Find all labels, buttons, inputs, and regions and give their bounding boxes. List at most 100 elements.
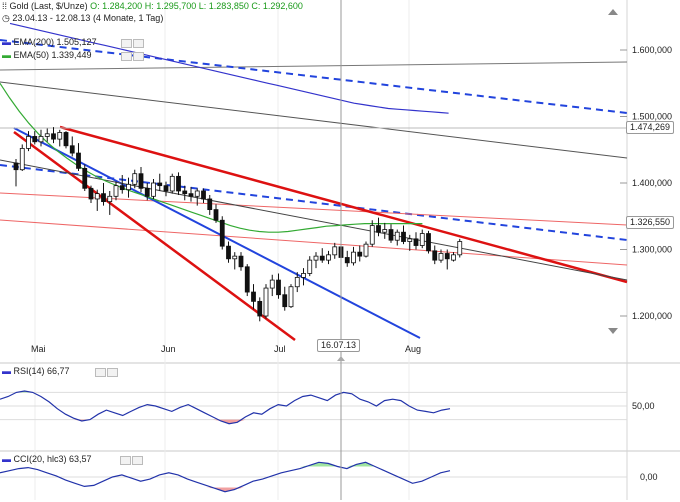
candle-body [82, 167, 88, 189]
candle-body [88, 187, 94, 200]
scroll-down-icon[interactable] [608, 328, 618, 334]
candle-body [144, 187, 150, 197]
cci-swatch-icon: ▬ [2, 454, 11, 464]
cci-settings-icon[interactable] [120, 456, 131, 465]
cci-line [0, 461, 451, 493]
candle-body [251, 291, 256, 302]
candle-body [44, 133, 50, 137]
candle-body [351, 251, 356, 264]
ohlc-low-key: L: [198, 1, 207, 11]
candle-body [419, 233, 425, 246]
upper-line-tag: 1.474,269 [626, 121, 675, 134]
instrument-title: Gold (Last, $/Unze) [9, 1, 88, 11]
price-tick-label: 1.200,000 [632, 311, 672, 321]
candle-body [438, 253, 444, 261]
candle-body [369, 225, 375, 245]
candle-body [344, 257, 350, 264]
candle-body [26, 136, 31, 149]
candle-body [182, 190, 188, 195]
candle-body [107, 195, 113, 203]
candle-body [63, 132, 69, 147]
rsi-legend[interactable]: ▬ RSI(14) 66,77 [2, 366, 70, 377]
rsi-swatch-icon: ▬ [2, 366, 11, 376]
ema50-swatch-icon: ▬ [2, 50, 11, 60]
crosshair-date-tag: 16.07.13 [317, 339, 361, 352]
candle-body [388, 229, 394, 241]
candle-body [269, 279, 275, 289]
cci-overbought-fill [0, 462, 450, 467]
rsi-line [0, 390, 451, 425]
candle-body [57, 132, 63, 140]
ema200-label: EMA(200) 1.505,127 [13, 37, 97, 47]
candle-body [94, 193, 100, 200]
rsi-panel [0, 364, 627, 450]
candle-body [407, 238, 413, 242]
header-line-2: ◷ 23.04.13 - 12.08.13 (4 Monate, 1 Tag) [2, 13, 163, 24]
candle-body [313, 255, 319, 261]
candle-body [69, 145, 75, 154]
candle-body [257, 300, 263, 317]
dashed-channel-line [0, 164, 628, 241]
candle-body [176, 175, 181, 192]
blue-trend-line [13, 127, 421, 339]
legend-ema50[interactable]: ▬ EMA(50) 1.339,449 [2, 50, 92, 61]
clock-icon: ◷ [2, 13, 10, 23]
candle-body [38, 136, 44, 143]
candle-body [126, 183, 131, 191]
ema200-line [9, 22, 449, 114]
candle-body [394, 231, 400, 241]
rsi-scale-label: 50,00 [632, 401, 655, 411]
candle-body [432, 250, 438, 261]
ohlc-close-value: 1.292,600 [262, 1, 303, 11]
candle-body [451, 254, 456, 261]
cci-legend[interactable]: ▬ CCI(20, hlc3) 63,57 [2, 454, 92, 465]
candle-body [363, 243, 369, 257]
candle-body [51, 133, 56, 140]
candle-body [307, 259, 313, 274]
cci-close-icon[interactable] [132, 456, 143, 465]
ema50-close-icon[interactable] [133, 52, 144, 61]
date-range: 23.04.13 - 12.08.13 (4 Monate, 1 Tag) [12, 13, 164, 23]
ema50-settings-icon[interactable] [121, 52, 132, 61]
horizontal-resistance-line [0, 219, 628, 266]
candle-body [294, 277, 300, 288]
candle-body [232, 255, 238, 260]
price-tick-label: 1.600,000 [632, 45, 672, 55]
rsi-close-icon[interactable] [107, 368, 118, 377]
candle-body [276, 279, 281, 296]
red-trend-line [13, 130, 296, 342]
x-tick-label: Aug [405, 344, 421, 354]
candle-body [401, 231, 406, 242]
ohlc-close-key: C: [251, 1, 261, 11]
rsi-settings-icon[interactable] [95, 368, 106, 377]
candle-body [226, 245, 231, 260]
ohlc-open-value: 1.284,200 [102, 1, 143, 11]
candle-body [101, 193, 106, 203]
ema200-swatch-icon: ▬ [2, 37, 11, 47]
candle-body [207, 198, 213, 211]
crosshair-pointer-icon [337, 356, 345, 361]
legend-ema200[interactable]: ▬ EMA(200) 1.505,127 [2, 37, 97, 48]
scroll-up-icon[interactable] [608, 9, 618, 15]
candle-body [332, 246, 338, 256]
candle-body [426, 233, 431, 252]
candle-body [157, 182, 163, 187]
candle-body [151, 182, 156, 197]
candle-body [132, 173, 138, 185]
ema50-label: EMA(50) 1.339,449 [13, 50, 92, 60]
candle-body [76, 152, 81, 169]
rsi-label: RSI(14) 66,77 [13, 366, 70, 376]
candle-body [32, 136, 38, 143]
candle-body [219, 219, 225, 247]
price-tick-label: 1.300,000 [632, 245, 672, 255]
ema200-close-icon[interactable] [133, 39, 144, 48]
cci-label: CCI(20, hlc3) 63,57 [13, 454, 92, 464]
ema200-settings-icon[interactable] [121, 39, 132, 48]
candle-body [282, 294, 288, 308]
cci-scale-label: 0,00 [640, 472, 658, 482]
cci-oversold-fill [0, 487, 450, 492]
candle-body [263, 287, 269, 317]
candle-body [238, 255, 244, 268]
ohlc-open-key: O: [90, 1, 100, 11]
